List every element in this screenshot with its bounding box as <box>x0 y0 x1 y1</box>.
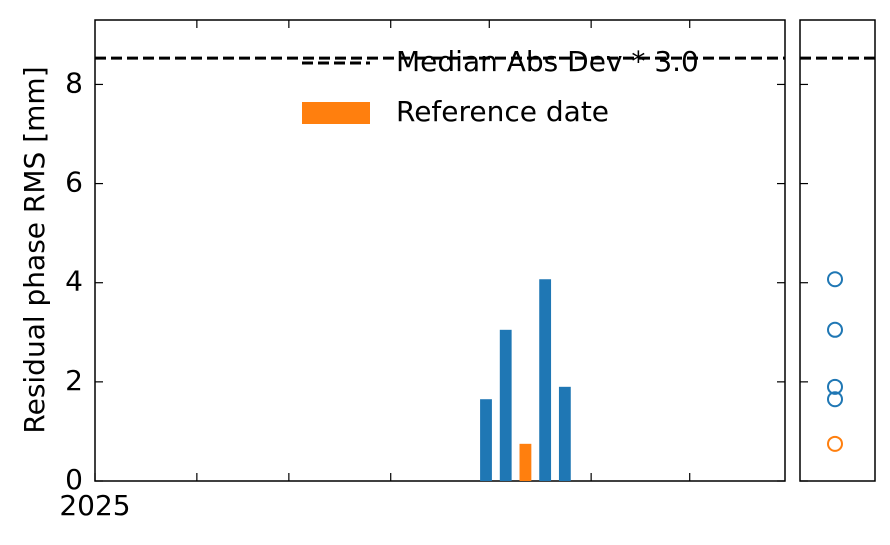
x-tick-label: 2025 <box>59 489 130 522</box>
y-tick-label: 4 <box>65 265 83 298</box>
bar <box>480 399 492 481</box>
bar <box>539 279 552 481</box>
side-point <box>827 435 843 452</box>
legend-label: Reference date <box>396 95 609 128</box>
bar <box>519 443 532 481</box>
side-axes <box>799 19 876 482</box>
y-axis-label: Residual phase RMS [mm] <box>18 66 51 433</box>
y-tick-label: 0 <box>65 463 83 496</box>
main-axes <box>94 19 786 482</box>
legend-label: Median Abs Dev * 3.0 <box>396 45 699 78</box>
y-tick-label: 6 <box>65 166 83 199</box>
legend-swatch <box>302 102 370 124</box>
side-point <box>827 378 843 395</box>
side-point <box>827 321 843 338</box>
side-point <box>827 391 843 408</box>
y-tick-label: 8 <box>65 66 83 99</box>
y-tick-label: 2 <box>65 364 83 397</box>
side-point <box>827 271 843 288</box>
bar <box>499 329 512 481</box>
bar <box>558 386 571 481</box>
